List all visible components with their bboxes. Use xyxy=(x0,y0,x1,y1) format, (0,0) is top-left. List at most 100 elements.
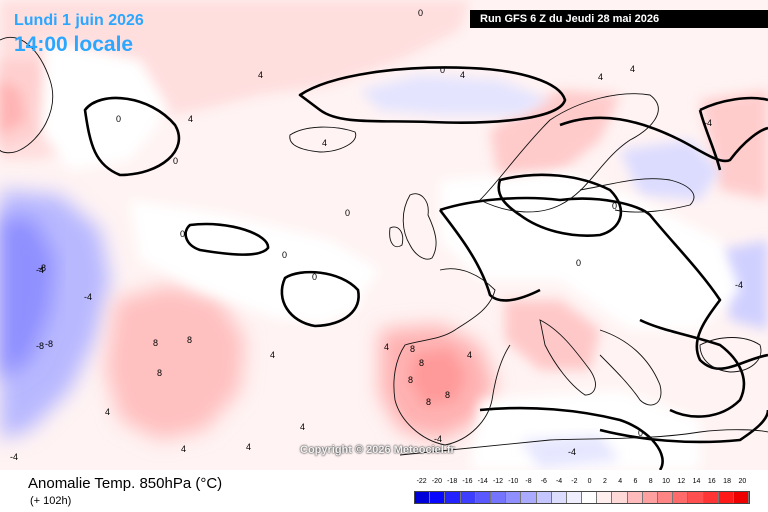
legend-tick-label: -10 xyxy=(508,478,519,485)
legend-swatch xyxy=(718,492,734,503)
legend-tick-label: -8 xyxy=(525,478,532,485)
legend-tick-label: -12 xyxy=(492,478,504,485)
contour-value-label: -4 xyxy=(735,280,743,290)
legend-swatch xyxy=(430,492,446,503)
zero-contour-scandinavia xyxy=(559,116,768,163)
legend-swatch xyxy=(490,492,507,503)
legend-swatch xyxy=(460,492,476,503)
legend-swatch xyxy=(658,492,674,503)
forecast-lead-time: (+ 102h) xyxy=(30,495,72,507)
contour-value-label: 4 xyxy=(188,114,193,124)
legend-tick-label: -16 xyxy=(462,478,473,485)
legend-tick-label: 8 xyxy=(648,478,653,485)
contour-value-label: 4 xyxy=(270,350,275,360)
positive-anomaly-atlantic xyxy=(105,285,245,440)
contour-value-label: 4 xyxy=(384,342,389,352)
contour-value-label: 4 xyxy=(460,70,465,80)
map-variable-title: Anomalie Temp. 850hPa (°C) xyxy=(28,475,223,492)
legend-swatch xyxy=(733,492,750,503)
contour-value-label: 0 xyxy=(180,229,185,239)
legend-tick-label: 2 xyxy=(602,478,607,485)
legend-swatch xyxy=(688,492,704,503)
legend-swatch xyxy=(673,492,689,503)
contour-value-label: 0 xyxy=(173,156,178,166)
legend-tick-labels: -22 -20 -18 -16 -14 -12 -10 -8 -6 -4 -2 0 2 4 6 8 10 12 14… xyxy=(414,478,750,490)
legend-tick-label: -20 xyxy=(431,478,442,485)
zero-contour-europe-main xyxy=(438,196,768,370)
contour-value-label: -4 xyxy=(84,292,92,302)
legend-tick-label: -14 xyxy=(477,478,488,485)
contour-value-label: 4 xyxy=(467,350,472,360)
negative-anomaly-east xyxy=(720,240,768,330)
contour-value-label: 8 xyxy=(153,338,158,348)
contour-value-label: -4 xyxy=(704,118,712,128)
legend-swatch xyxy=(703,492,719,503)
zero-area-greenland xyxy=(40,40,170,170)
contour-value-label: 8 xyxy=(445,390,450,400)
coast-balkans xyxy=(599,329,662,406)
coast-greenland xyxy=(0,36,54,154)
contour-value-label: -4 xyxy=(36,265,44,275)
contour-value-label: 0 xyxy=(612,201,617,211)
coast-north-africa xyxy=(399,429,768,456)
legend-tick-label: -2 xyxy=(571,478,578,485)
contour-value-label: 0 xyxy=(638,428,643,438)
legend-tick-label: -4 xyxy=(555,478,563,485)
valid-date: Lundi 1 juin 2026 xyxy=(14,12,144,29)
legend-tick-label: -6 xyxy=(540,478,547,485)
legend-tick-label: 6 xyxy=(633,478,638,485)
zero-contour-northeast xyxy=(698,96,768,171)
negative-anomaly-baltic xyxy=(620,140,720,200)
legend-tick-label: 12 xyxy=(677,478,686,485)
coast-iceland xyxy=(289,126,357,153)
contour-value-label: -8 xyxy=(45,339,53,349)
positive-anomaly-iberia-core xyxy=(410,350,465,405)
legend-tick-label: 10 xyxy=(662,478,670,485)
contour-value-label: 0 xyxy=(312,272,317,282)
contour-value-label: 8 xyxy=(426,397,431,407)
legend-color-bar xyxy=(414,491,750,504)
contour-value-label: 0 xyxy=(116,114,121,124)
contour-value-label: -4 xyxy=(568,447,576,457)
contour-value-label: 0 xyxy=(418,8,423,18)
contour-value-label: -8 xyxy=(38,263,46,273)
legend-swatch xyxy=(536,492,552,503)
zero-contour-east xyxy=(639,318,746,418)
contour-value-label: -8 xyxy=(36,341,44,351)
legend-tick-label: 16 xyxy=(707,478,716,485)
contour-value-label: 0 xyxy=(282,250,287,260)
legend-swatch xyxy=(475,492,491,503)
contour-value-label: 4 xyxy=(300,422,305,432)
legend-swatch xyxy=(582,492,598,503)
legend-tick-label: 4 xyxy=(618,478,623,485)
contour-value-label: 4 xyxy=(105,407,110,417)
zero-contour-south-mediterranean xyxy=(479,406,768,470)
contour-value-label: 8 xyxy=(410,344,415,354)
negative-anomaly-iceland xyxy=(360,75,550,115)
coast-scandinavia xyxy=(479,93,659,213)
legend-tick-label: 20 xyxy=(738,478,747,485)
legend-swatch xyxy=(612,492,628,503)
map-footer: Anomalie Temp. 850hPa (°C) (+ 102h) -22-… xyxy=(0,470,768,512)
valid-time: 14:00 locale xyxy=(14,33,134,56)
legend-tick-label: 14 xyxy=(692,478,701,485)
contour-value-label: -4 xyxy=(434,434,442,444)
anomaly-fill xyxy=(0,0,768,470)
legend-swatch xyxy=(415,492,431,503)
negative-anomaly-mediterranean xyxy=(520,435,620,468)
zero-contour-mid-atlantic xyxy=(280,270,360,328)
legend-swatch xyxy=(551,492,567,503)
contour-value-label: 4 xyxy=(258,70,263,80)
coast-italy xyxy=(539,319,596,396)
contour-value-label: 0 xyxy=(345,208,350,218)
legend-tick-label: -22 xyxy=(416,478,427,485)
coast-british-isles xyxy=(389,193,437,260)
zero-contours xyxy=(83,66,768,470)
copyright-watermark: Copyright © 2026 Meteociel.fr xyxy=(300,444,455,456)
contour-value-label: 0 xyxy=(576,258,581,268)
contour-value-label: 8 xyxy=(157,368,162,378)
zero-contour-greenland xyxy=(83,96,181,177)
legend-tick-label: -18 xyxy=(447,478,458,485)
